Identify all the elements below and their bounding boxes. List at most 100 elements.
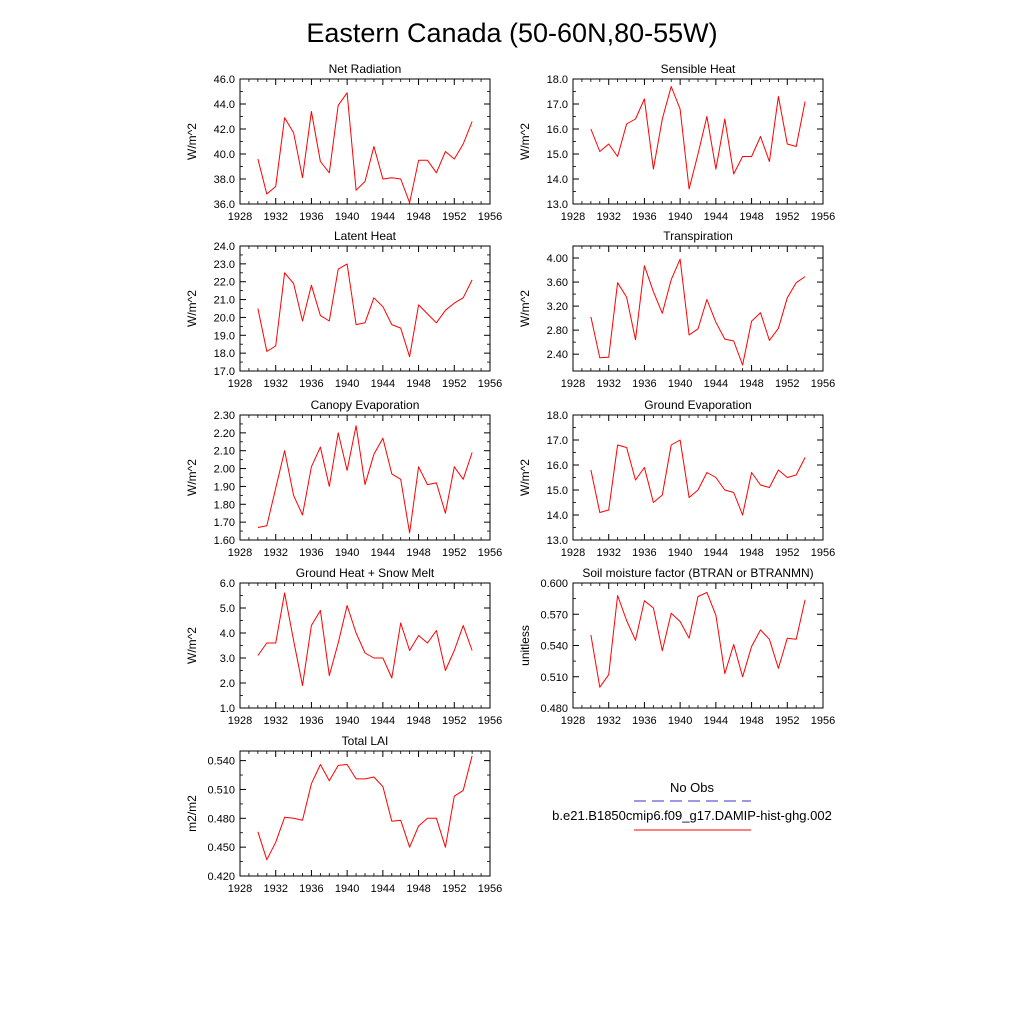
y-axis-label: m2/m2 [185, 795, 199, 832]
x-tick-label: 1932 [263, 378, 287, 390]
x-tick-label: 1944 [371, 883, 395, 895]
x-tick-label: 1936 [299, 883, 323, 895]
x-tick-label: 1956 [478, 883, 502, 895]
y-axis-label: W/m^2 [185, 123, 199, 160]
panel-title: Transpiration [663, 229, 733, 243]
y-tick-label: 5.0 [220, 603, 235, 615]
y-tick-label: 3.60 [547, 277, 568, 289]
y-tick-label: 24.0 [214, 241, 235, 253]
x-tick-label: 1932 [596, 715, 620, 727]
y-tick-label: 15.0 [547, 485, 568, 497]
x-tick-label: 1948 [406, 211, 430, 223]
panel-title: Net Radiation [329, 62, 402, 76]
y-tick-label: 1.80 [214, 499, 235, 511]
x-tick-label: 1956 [478, 378, 502, 390]
x-tick-label: 1928 [561, 715, 585, 727]
y-tick-label: 0.450 [207, 842, 235, 854]
y-tick-label: 1.70 [214, 517, 235, 529]
x-tick-label: 1940 [335, 715, 359, 727]
x-tick-label: 1928 [228, 378, 252, 390]
x-tick-label: 1940 [668, 378, 692, 390]
x-tick-label: 1936 [299, 715, 323, 727]
x-tick-label: 1948 [739, 715, 763, 727]
series-line [257, 425, 473, 534]
y-tick-label: 2.0 [220, 678, 235, 690]
series-line [257, 92, 473, 204]
y-tick-label: 18.0 [214, 348, 235, 360]
x-tick-label: 1948 [739, 547, 763, 559]
x-tick-label: 1940 [335, 883, 359, 895]
panel-total-lai: Total LAI m2/m2 1928 1932 1936 1940 1944 1948 19… [185, 734, 502, 895]
panel-title: Total LAI [342, 734, 389, 748]
x-tick-label: 1956 [811, 547, 835, 559]
x-tick-label: 1936 [632, 211, 656, 223]
x-tick-label: 1944 [371, 547, 395, 559]
y-axis-label: W/m^2 [185, 627, 199, 664]
x-tick-label: 1944 [704, 715, 728, 727]
panel-soil-moisture-factor-btran-or-btranmn: Soil moisture factor (BTRAN or BTRANMN) u… [518, 566, 835, 727]
x-tick-label: 1936 [632, 378, 656, 390]
x-tick-label: 1944 [704, 378, 728, 390]
legend: No Obs b.e21.B1850cmip6.f09_g17.DAMIP-hi… [552, 780, 832, 831]
x-tick-label: 1932 [596, 378, 620, 390]
x-tick-label: 1952 [775, 378, 799, 390]
x-tick-label: 1956 [478, 547, 502, 559]
panel-title: Latent Heat [334, 229, 397, 243]
y-tick-label: 42.0 [214, 124, 235, 136]
panel-ground-evaporation: Ground Evaporation W/m^2 1928 1932 1936 1940 1… [518, 398, 835, 559]
x-tick-label: 1940 [335, 547, 359, 559]
legend-label-obs: No Obs [670, 780, 715, 795]
x-tick-label: 1944 [371, 211, 395, 223]
y-tick-label: 0.510 [207, 784, 235, 796]
x-tick-label: 1944 [704, 211, 728, 223]
x-tick-label: 1928 [561, 547, 585, 559]
x-tick-label: 1936 [299, 378, 323, 390]
x-tick-label: 1940 [668, 547, 692, 559]
y-tick-label: 3.20 [547, 301, 568, 313]
y-tick-label: 18.0 [547, 74, 568, 86]
y-tick-label: 6.0 [220, 578, 235, 590]
y-tick-label: 1.90 [214, 481, 235, 493]
x-tick-label: 1952 [442, 883, 466, 895]
x-tick-label: 1932 [263, 547, 287, 559]
panel-grid: Net Radiation W/m^2 1928 1932 1936 1940 1944 19… [185, 62, 835, 895]
x-tick-label: 1956 [478, 715, 502, 727]
x-tick-label: 1956 [811, 211, 835, 223]
y-tick-label: 4.00 [547, 253, 568, 265]
y-tick-label: 16.0 [547, 124, 568, 136]
x-tick-label: 1948 [406, 715, 430, 727]
panel-net-radiation: Net Radiation W/m^2 1928 1932 1936 1940 1944 19… [185, 62, 502, 223]
y-tick-label: 19.0 [214, 330, 235, 342]
y-tick-label: 2.20 [214, 428, 235, 440]
y-axis-label: W/m^2 [518, 123, 532, 160]
x-tick-label: 1948 [739, 378, 763, 390]
y-tick-label: 38.0 [214, 174, 235, 186]
x-tick-label: 1956 [811, 378, 835, 390]
x-tick-label: 1940 [668, 211, 692, 223]
y-tick-label: 3.0 [220, 653, 235, 665]
panel-ground-heat-snow-melt: Ground Heat + Snow Melt W/m^2 1928 1932 1936… [185, 566, 502, 727]
x-tick-label: 1932 [596, 211, 620, 223]
y-tick-label: 23.0 [214, 259, 235, 271]
x-tick-label: 1928 [561, 211, 585, 223]
y-axis-label: W/m^2 [185, 290, 199, 327]
y-tick-label: 1.0 [220, 703, 235, 715]
y-tick-label: 44.0 [214, 99, 235, 111]
y-axis-label: unitless [518, 625, 532, 666]
x-tick-label: 1952 [775, 715, 799, 727]
y-tick-label: 2.00 [214, 464, 235, 476]
legend-label-model: b.e21.B1850cmip6.f09_g17.DAMIP-hist-ghg.… [552, 808, 832, 823]
y-tick-label: 2.80 [547, 325, 568, 337]
y-tick-label: 0.510 [540, 672, 568, 684]
panel-title: Ground Heat + Snow Melt [296, 566, 435, 580]
panel-title: Sensible Heat [661, 62, 736, 76]
y-tick-label: 2.10 [214, 446, 235, 458]
series-line [257, 755, 473, 861]
panel-transpiration: Transpiration W/m^2 1928 1932 1936 1940 1944 19… [518, 229, 835, 390]
x-tick-label: 1928 [561, 378, 585, 390]
y-tick-label: 2.40 [547, 349, 568, 361]
y-axis-label: W/m^2 [518, 459, 532, 496]
x-tick-label: 1940 [335, 378, 359, 390]
y-tick-label: 16.0 [547, 460, 568, 472]
x-tick-label: 1952 [442, 211, 466, 223]
